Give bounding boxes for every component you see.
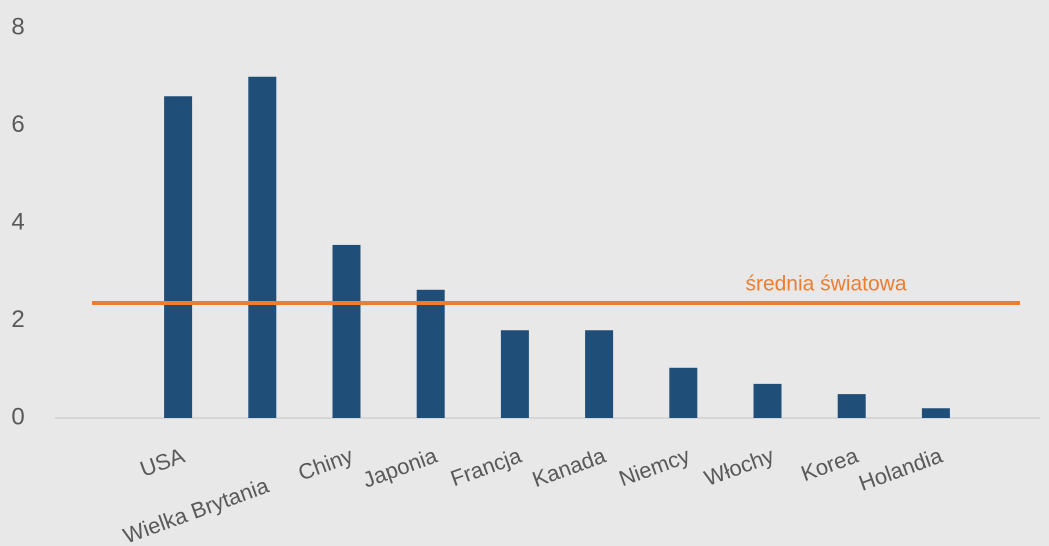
bar [585,330,614,418]
x-tick-label: Korea [798,442,862,486]
x-tick-label: Niemcy [616,443,693,492]
y-tick-label: 0 [11,403,24,430]
reference-label: średnia światowa [745,272,906,295]
x-tick-label: Japonia [359,442,441,492]
x-tick-label: USA [137,443,188,482]
x-tick-label: Kanada [529,442,610,492]
bar [669,367,698,418]
x-tick-label: Włochy [701,443,777,491]
bar [416,289,445,418]
bar [500,330,529,418]
bar [248,76,277,418]
x-tick-label: Wielka Brytania [120,472,273,546]
bar [332,244,361,418]
x-tick-label: Holandia [855,442,946,495]
bar [164,96,193,418]
y-tick-label: 4 [11,208,24,235]
bar [837,394,866,418]
x-tick-label: Francja [447,442,525,491]
y-tick-label: 6 [11,111,24,138]
bar [921,408,950,418]
x-tick-label: Chiny [295,443,356,486]
bar [753,383,782,418]
y-tick-label: 2 [11,306,24,333]
y-tick-label: 8 [11,13,24,40]
